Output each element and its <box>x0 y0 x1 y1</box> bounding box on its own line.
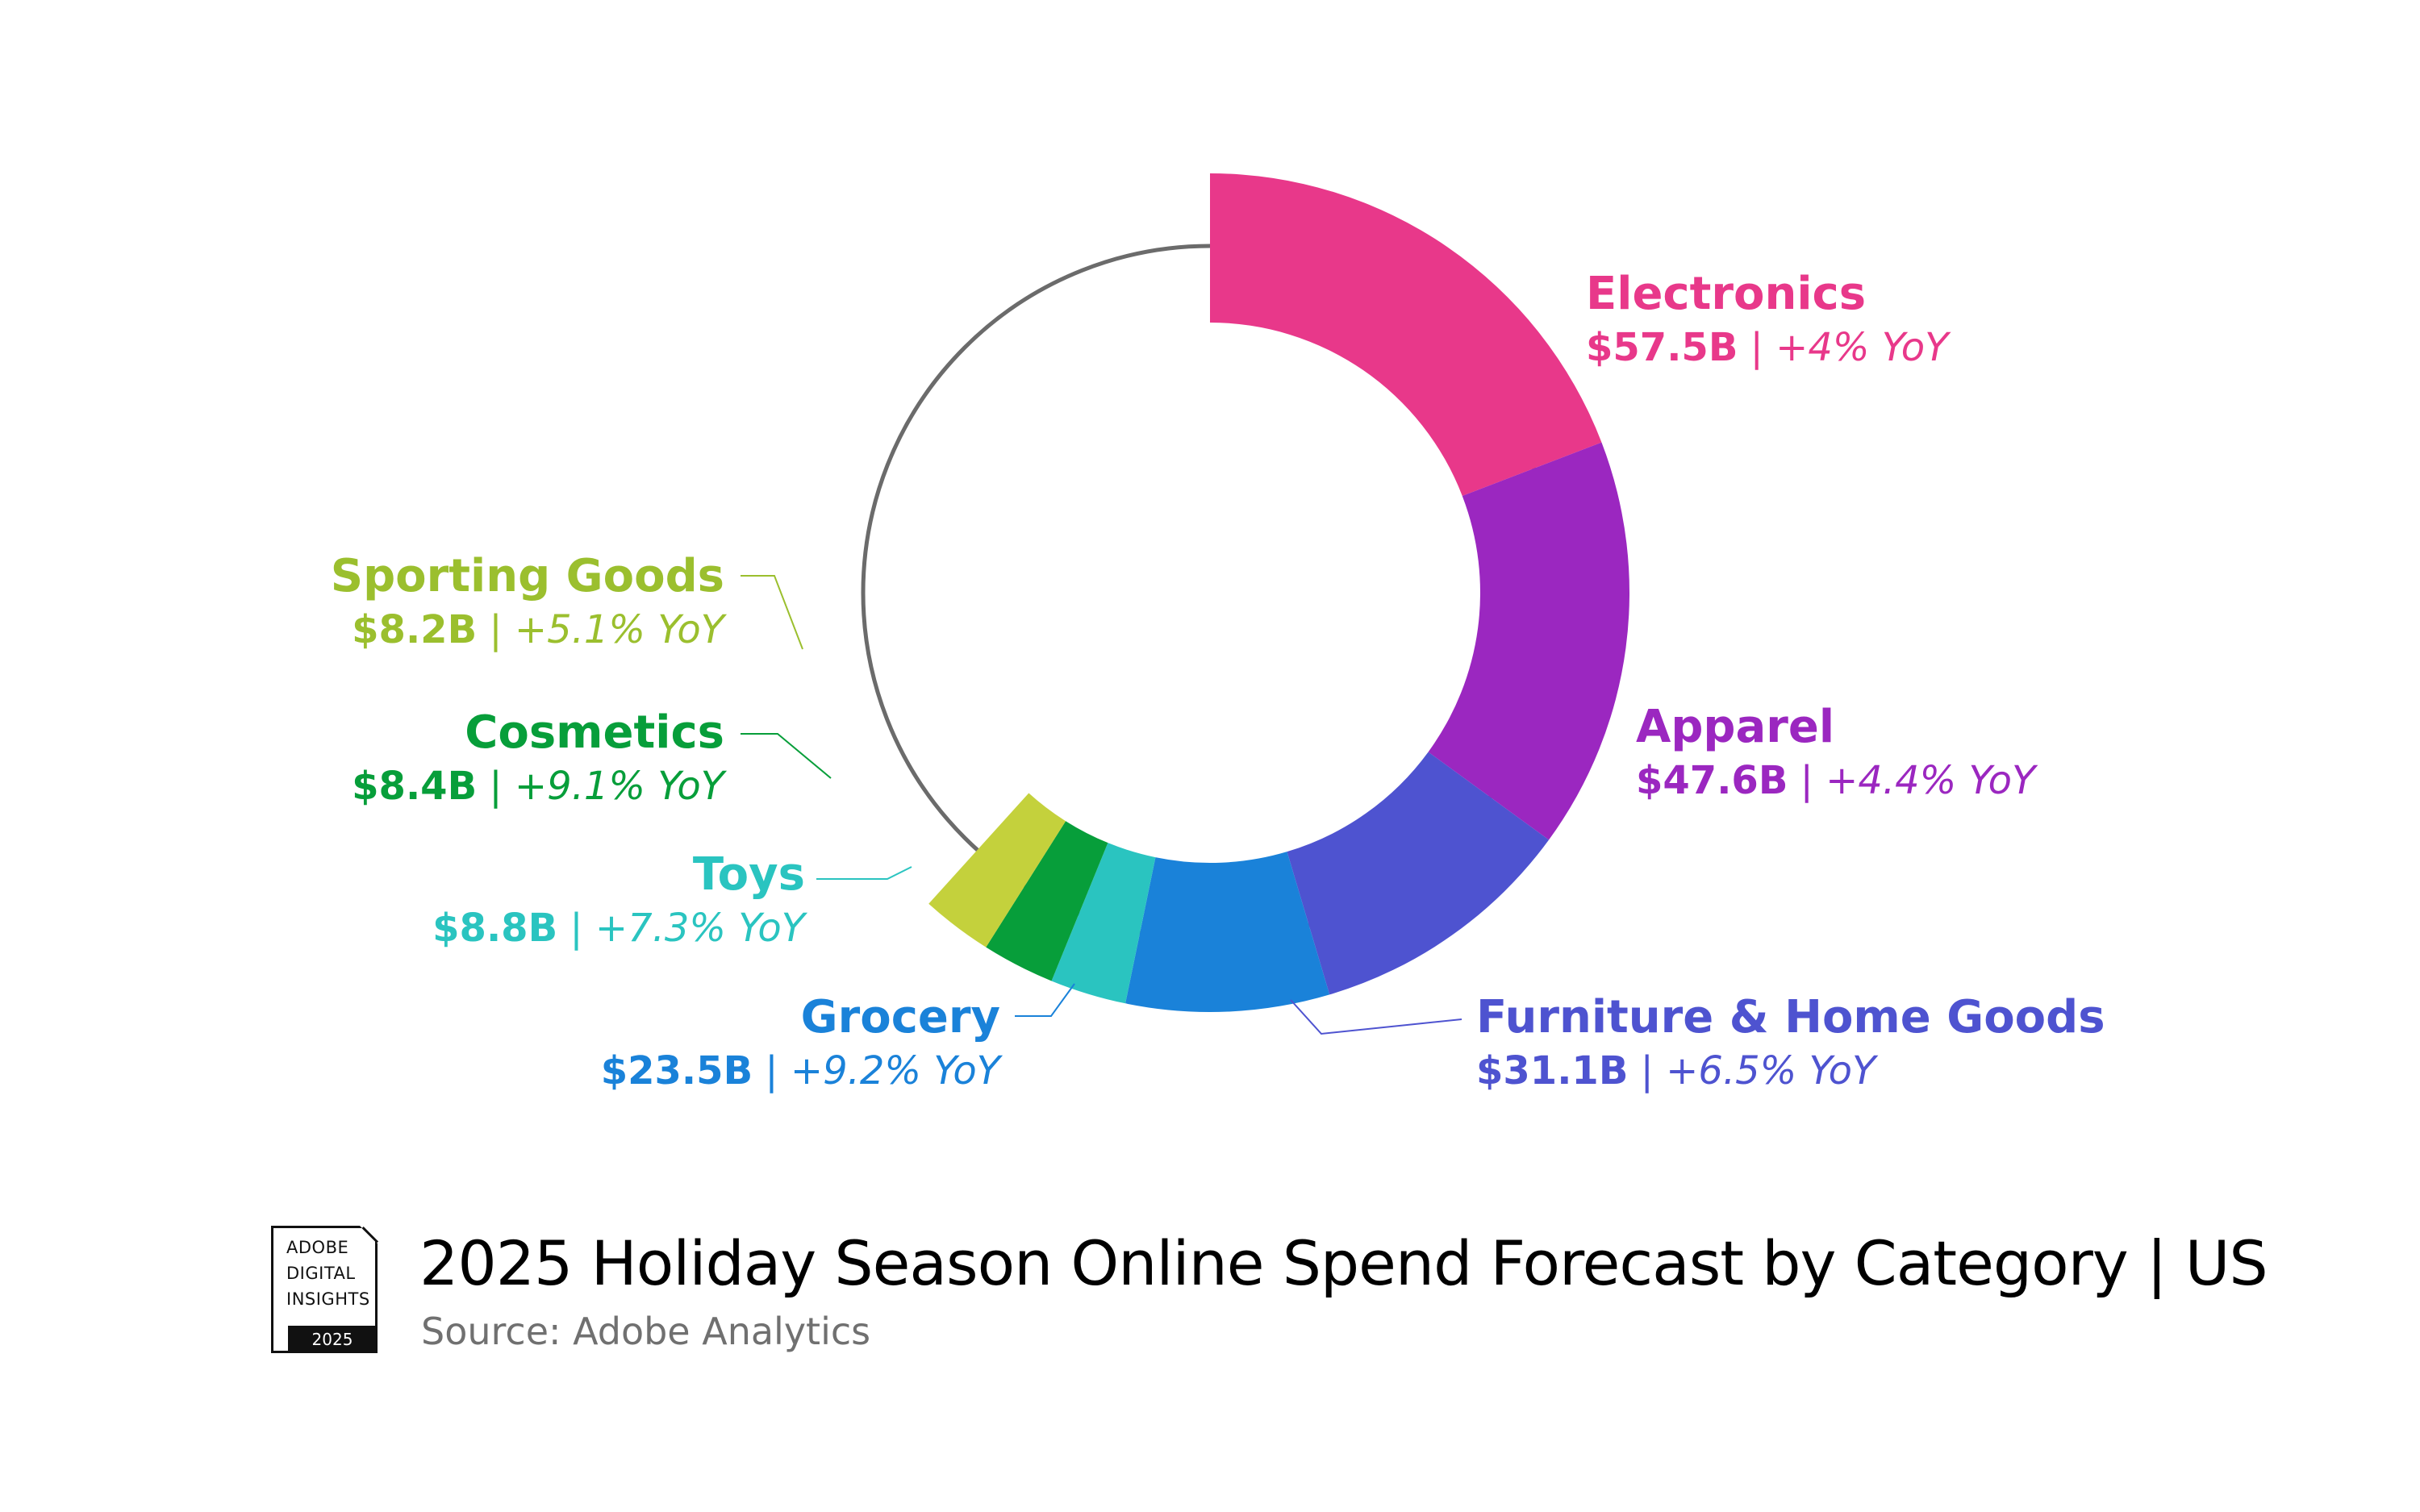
leader-line-sporting-goods <box>741 575 803 650</box>
adobe-digital-insights-logo: ADOBE DIGITAL INSIGHTS 2025 <box>271 1226 379 1353</box>
slice-furniture-and-home-goods <box>1287 752 1550 995</box>
value-label-grocery: $23.5B | +9.2% YoY <box>601 1048 1003 1093</box>
slice-toys <box>1051 843 1156 1004</box>
label-furniture-and-home-goods: Furniture & Home Goods <box>1476 991 2105 1043</box>
slice-cosmetics <box>986 821 1108 981</box>
leader-line-grocery <box>1015 983 1075 1017</box>
leader-line-toys <box>816 866 912 880</box>
label-sporting-goods: Sporting Goods <box>331 550 724 602</box>
slice-apparel <box>1428 442 1629 840</box>
leader-line-furniture-and-home-goods <box>1290 999 1462 1035</box>
chart-title: 2025 Holiday Season Online Spend Forecas… <box>419 1227 2268 1299</box>
slice-grocery <box>1125 852 1330 1012</box>
value-label-electronics: $57.5B | +4% YoY <box>1586 325 1951 370</box>
badge-line-3: INSIGHTS <box>286 1289 370 1309</box>
value-label-sporting-goods: $8.2B | +5.1% YoY <box>352 607 728 652</box>
label-toys: Toys <box>693 848 805 901</box>
badge-year: 2025 <box>288 1326 377 1353</box>
chart-footer: ADOBE DIGITAL INSIGHTS 2025 2025 Holiday… <box>271 1219 2268 1364</box>
chart-source: Source: Adobe Analytics <box>421 1310 871 1353</box>
label-cosmetics: Cosmetics <box>465 706 724 759</box>
leader-line-cosmetics <box>741 733 832 779</box>
badge-line-2: DIGITAL <box>286 1264 356 1283</box>
value-label-furniture-and-home-goods: $31.1B | +6.5% YoY <box>1476 1048 1879 1093</box>
badge-line-1: ADOBE <box>286 1238 349 1257</box>
label-grocery: Grocery <box>801 991 1000 1043</box>
value-label-toys: $8.8B | +7.3% YoY <box>432 906 808 951</box>
label-electronics: Electronics <box>1586 268 1866 320</box>
value-label-apparel: $47.6B | +4.4% YoY <box>1636 758 2038 803</box>
label-apparel: Apparel <box>1636 701 1834 753</box>
slice-electronics <box>1210 173 1602 496</box>
value-label-cosmetics: $8.4B | +9.1% YoY <box>352 764 728 809</box>
slice-sporting-goods <box>928 793 1066 948</box>
